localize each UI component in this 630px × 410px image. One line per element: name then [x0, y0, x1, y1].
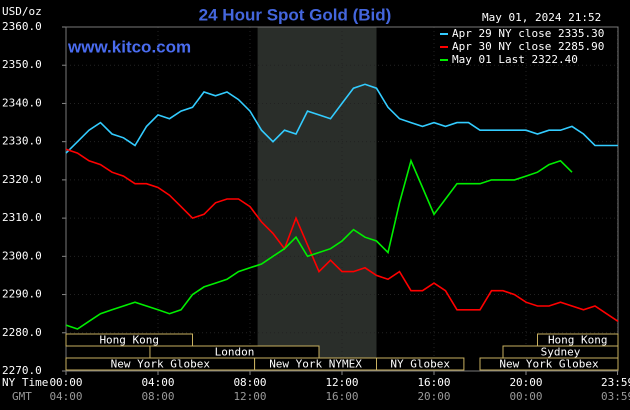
session-bar [479, 357, 619, 371]
x2-tick-label: 04:00 [49, 390, 82, 403]
series-line [65, 83, 618, 154]
legend-label: Apr 30 NY close 2285.90 [452, 40, 604, 53]
x2-tick-label: 03:59 [601, 390, 630, 403]
session-label: Sydney [541, 346, 581, 359]
y-tick-label: 2320.0 [2, 173, 42, 186]
x2-tick-label: 20:00 [417, 390, 450, 403]
y-tick-label: 2340.0 [2, 96, 42, 109]
y-axis-label: USD/oz [2, 5, 42, 18]
session-label: New York NYMEX [269, 358, 362, 371]
session-label: Hong Kong [99, 334, 159, 347]
x2-axis-label: GMT [12, 390, 32, 403]
y-tick-label: 2360.0 [2, 20, 42, 33]
y-tick-label: 2300.0 [2, 249, 42, 262]
x-axis-label: NY Time [2, 376, 48, 389]
session-label: NY Globex [390, 358, 450, 371]
y-tick-label: 2290.0 [2, 288, 42, 301]
session-label: Hong Kong [548, 334, 608, 347]
timestamp: May 01, 2024 21:52 [482, 11, 601, 24]
x-tick-label: 16:00 [417, 376, 450, 389]
y-tick-label: 2310.0 [2, 211, 42, 224]
session-label: New York Globex [499, 358, 599, 371]
x2-tick-label: 08:00 [141, 390, 174, 403]
watermark: www.kitco.com [67, 37, 191, 56]
series-line [65, 158, 573, 330]
legend-label: May 01 Last 2322.40 [452, 53, 578, 66]
x-tick-label: 20:00 [509, 376, 542, 389]
x2-tick-label: 16:00 [325, 390, 358, 403]
series-line [65, 148, 619, 322]
session-label: New York Globex [111, 358, 211, 371]
x2-tick-label: 00:00 [509, 390, 542, 403]
y-tick-label: 2280.0 [2, 326, 42, 339]
session-bar [376, 357, 465, 371]
highlight-band [257, 27, 377, 371]
x-tick-label: 23:59 [601, 376, 630, 389]
y-tick-label: 2270.0 [2, 364, 42, 377]
y-tick-label: 2350.0 [2, 58, 42, 71]
plot-frame [65, 26, 619, 372]
session-label: London [215, 346, 255, 359]
x-tick-label: 08:00 [233, 376, 266, 389]
x2-tick-label: 12:00 [233, 390, 266, 403]
legend-label: Apr 29 NY close 2335.30 [452, 27, 604, 40]
y-tick-label: 2330.0 [2, 135, 42, 148]
chart-title: 24 Hour Spot Gold (Bid) [199, 5, 392, 24]
x-tick-label: 04:00 [141, 376, 174, 389]
session-bar [65, 333, 193, 347]
x-tick-label: 00:00 [49, 376, 82, 389]
x-tick-label: 12:00 [325, 376, 358, 389]
